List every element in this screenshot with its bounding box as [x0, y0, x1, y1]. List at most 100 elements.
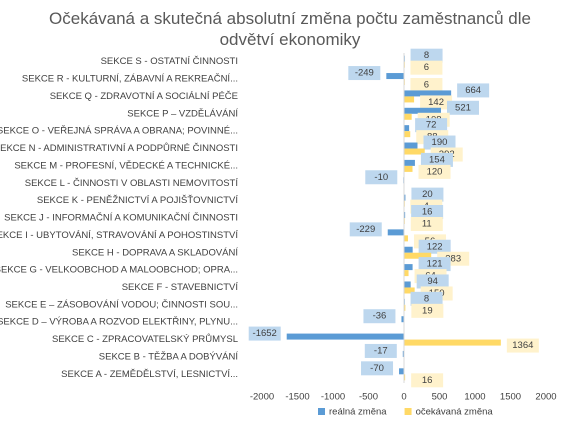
bar: [404, 125, 410, 132]
data-label: -229: [356, 224, 375, 235]
bar: [401, 316, 404, 323]
y-tick-label: SEKCE G - VELKOOBCHOD A MALOOBCHOD; OPRA…: [0, 265, 238, 276]
bar: [404, 212, 406, 218]
y-tick-label: SEKCE S - OSTATNÍ ČINNOSTI: [101, 56, 238, 67]
data-label: 19: [422, 305, 433, 316]
data-label-box: [420, 95, 453, 110]
bar: [404, 235, 408, 242]
legend-swatch: [318, 408, 325, 415]
data-label: 190: [432, 137, 448, 148]
data-label: 1364: [512, 340, 533, 351]
y-tick-label: SEKCE I - UBYTOVÁNÍ, STRAVOVÁNÍ A POHOST…: [0, 230, 238, 241]
data-label-box: [418, 164, 451, 179]
bar: [402, 350, 404, 357]
chart-title: Očekávaná a skutečná absolutní změna poč…: [49, 9, 531, 49]
bar: [404, 165, 413, 172]
data-label: -17: [374, 345, 388, 356]
data-label: 94: [427, 276, 438, 287]
data-label: 8: [424, 293, 429, 304]
data-label-box: [363, 309, 396, 324]
data-label-box: [410, 48, 443, 63]
bar: [404, 270, 409, 277]
data-label: 11: [422, 219, 432, 230]
data-label: 6: [424, 80, 429, 91]
bar: [404, 113, 412, 120]
data-label: 6: [424, 62, 429, 73]
data-label-box: [506, 338, 539, 353]
y-tick-label: SEKCE M - PROFESNÍ, VĚDECKÉ A TECHNICKÉ.…: [14, 160, 238, 171]
y-tick-label: SEKCE D – VÝROBA A ROZVOD ELEKTŘINY, PLY…: [0, 317, 238, 328]
bar: [404, 107, 441, 114]
bar: [404, 90, 452, 97]
legend-swatch: [404, 408, 412, 415]
data-label: 154: [429, 154, 445, 165]
bar: [404, 252, 432, 259]
bar: [404, 264, 413, 271]
bar: [387, 229, 404, 236]
data-label: -36: [373, 311, 387, 322]
y-tick-label: SEKCE C - ZPRACOVATELSKÝ PRŮMYSL: [52, 333, 238, 345]
y-tick-label: SEKCE E – ZÁSOBOVÁNÍ VODOU; ČINNOSTI SOU…: [5, 299, 238, 310]
data-label-box: [361, 361, 394, 376]
y-tick-label: SEKCE H - DOPRAVA A SKLADOVÁNÍ: [72, 247, 238, 258]
x-tick-label: 2000: [535, 392, 556, 403]
data-label-box: [411, 303, 444, 318]
data-label-box: [410, 217, 443, 231]
data-label: 383: [445, 253, 461, 264]
bar: [286, 333, 404, 340]
data-label-box: [410, 291, 443, 306]
data-label: 120: [427, 166, 443, 177]
data-label-box: [457, 83, 490, 98]
y-tick-label: SEKCE F - STAVEBNICTVÍ: [122, 282, 239, 293]
data-label-box: [364, 343, 397, 358]
y-tick-label: SEKCE O - VEŘEJNÁ SPRÁVA A OBRANA; POVIN…: [0, 126, 238, 137]
bar: [404, 142, 418, 149]
bar: [386, 73, 404, 80]
bar: [404, 148, 425, 155]
data-label-box: [410, 60, 443, 75]
x-tick-label: 1000: [464, 392, 485, 403]
data-label-box: [349, 222, 382, 237]
data-label: -1652: [253, 328, 277, 339]
x-tick-label: -1500: [285, 392, 309, 403]
bar: [404, 131, 411, 138]
data-label: 122: [427, 241, 443, 252]
data-label-box: [411, 187, 444, 202]
x-tick-label: 1500: [500, 392, 521, 403]
data-label: 664: [465, 85, 481, 96]
data-label-box: [446, 100, 479, 115]
y-tick-label: SEKCE L - ČINNOSTI V OBLASTI NEMOVITOSTÍ: [25, 178, 239, 189]
data-label-box: [411, 373, 444, 388]
data-label: 16: [422, 207, 433, 218]
data-label: 72: [426, 120, 437, 131]
bar: [404, 339, 501, 346]
data-label: 20: [422, 189, 433, 200]
bar: [404, 374, 406, 381]
legend-label: reálná změna: [329, 407, 387, 418]
data-label: 521: [455, 102, 471, 113]
x-tick-label: -2000: [250, 392, 274, 403]
bar: [404, 194, 406, 201]
data-label-box: [418, 257, 451, 272]
data-label: -249: [355, 68, 374, 79]
data-label: -10: [374, 172, 388, 183]
data-label-box: [423, 135, 456, 150]
y-tick-label: SEKCE A - ZEMĚDĚLSTVÍ, LESNICTVÍ...: [61, 369, 238, 380]
bar: [404, 96, 415, 103]
legend-label: očekávaná změna: [416, 407, 494, 418]
y-tick-label: SEKCE J - INFORMAČNÍ A KOMUNIKAČNÍ ČINNO…: [4, 213, 238, 224]
data-label: -70: [370, 363, 384, 374]
x-tick-label: -1000: [321, 392, 345, 403]
data-label-box: [348, 66, 381, 81]
data-label: 142: [428, 97, 444, 108]
bar: [404, 246, 413, 253]
bar: [404, 304, 406, 311]
data-label-box: [416, 274, 449, 289]
data-label: 121: [427, 259, 443, 270]
data-label-box: [410, 78, 443, 93]
data-label-box: [418, 239, 451, 254]
bar: [399, 368, 404, 375]
y-tick-label: SEKCE K - PENĚŽNICTVÍ A POJIŠŤOVNICTVÍ: [37, 195, 238, 206]
data-label-box: [248, 326, 281, 341]
